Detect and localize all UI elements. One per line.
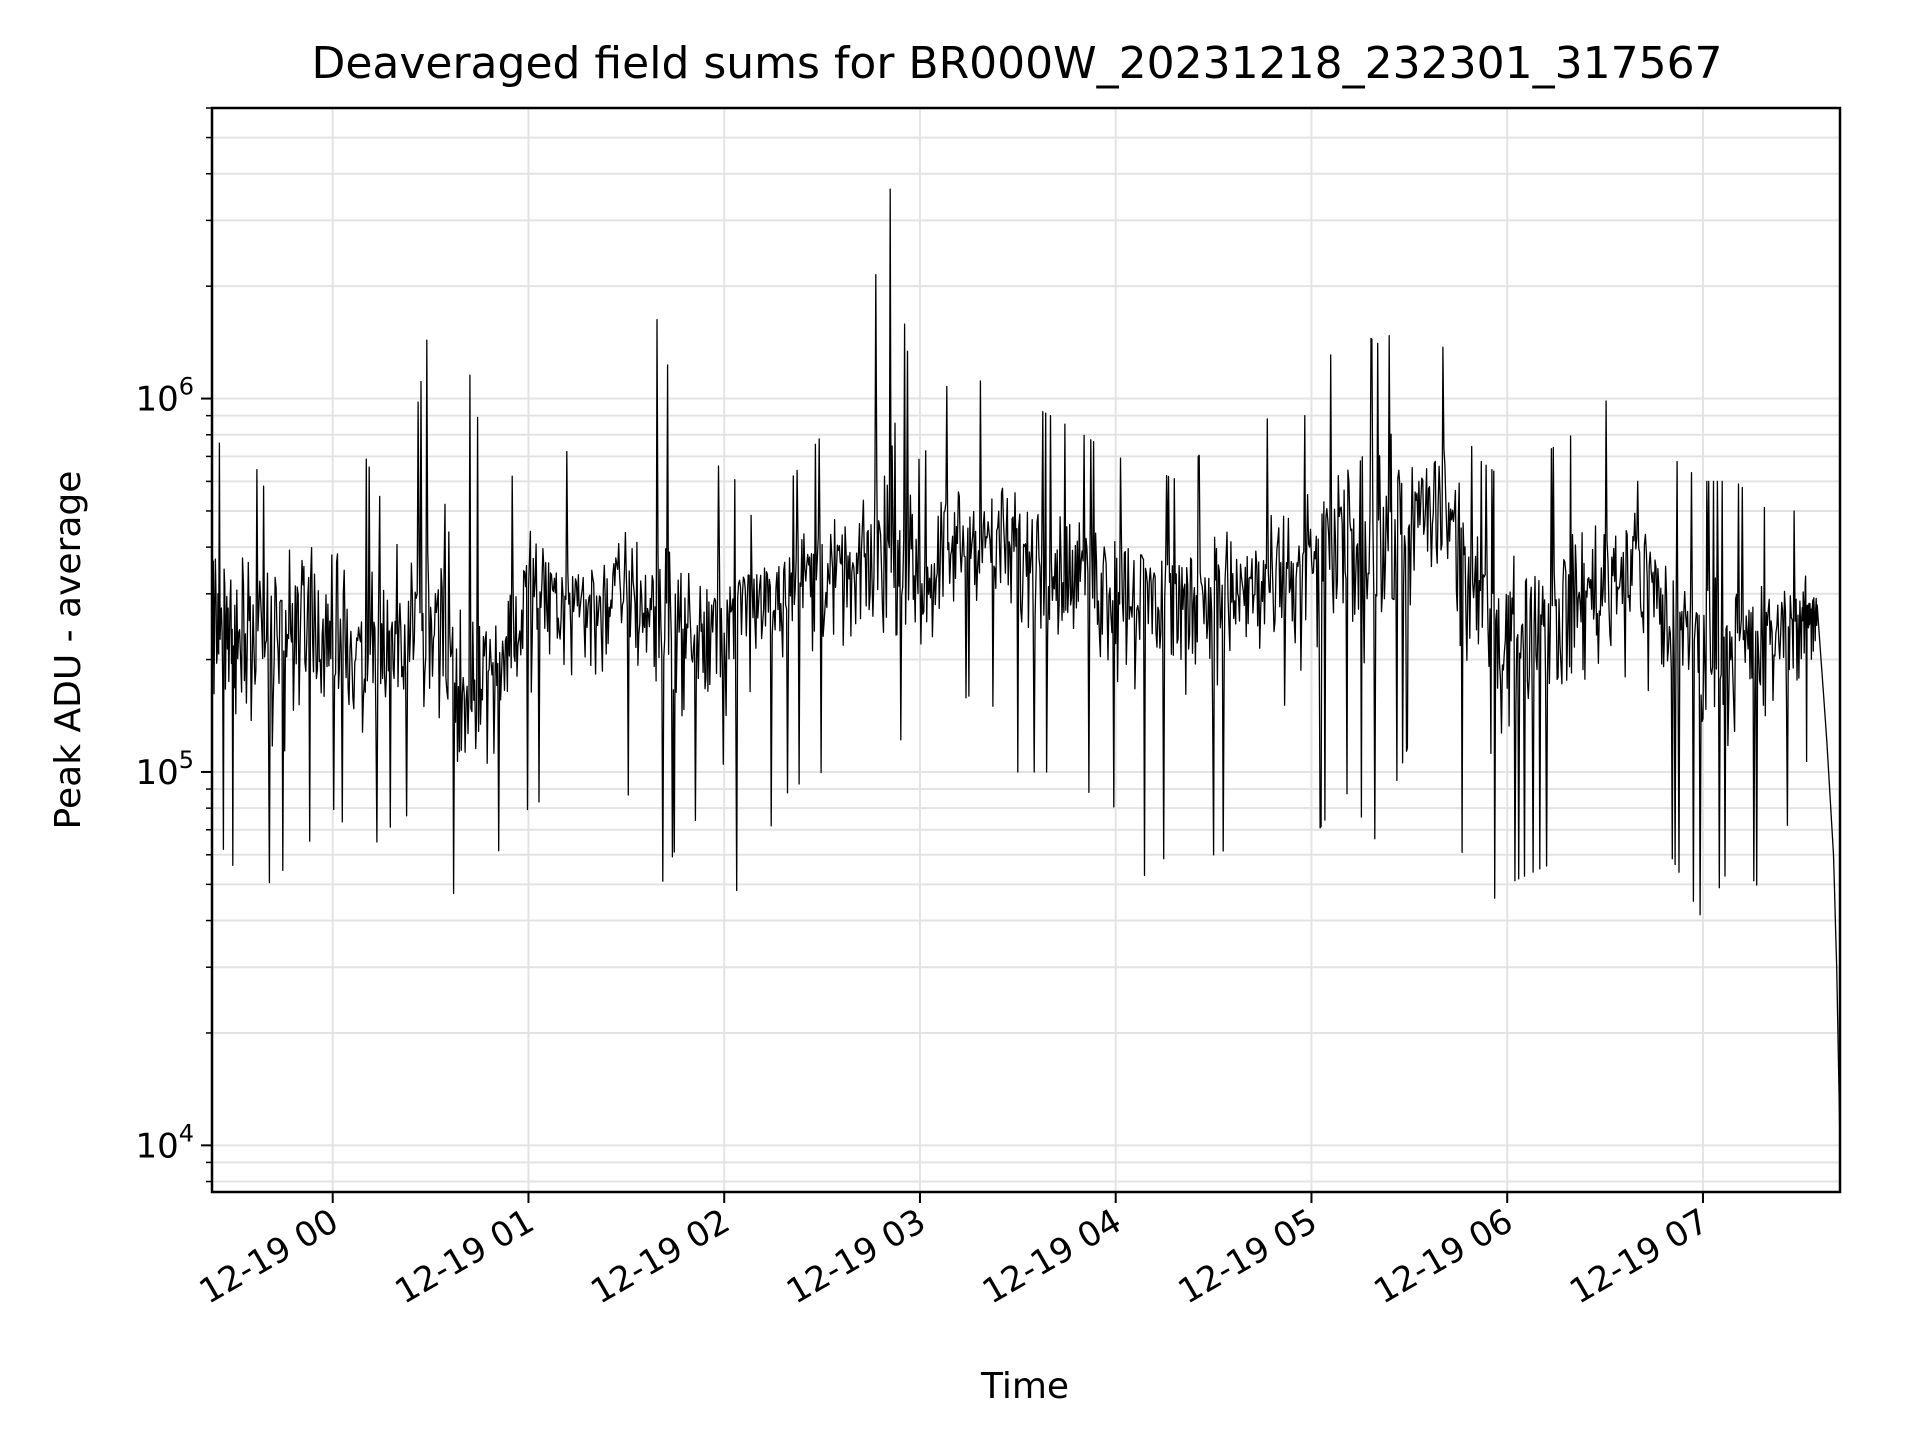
x-axis-label: Time (980, 1366, 1069, 1407)
y-tick-label: 105 (135, 746, 194, 793)
series-layer (211, 188, 1841, 1146)
y-tick-label: 104 (135, 1119, 194, 1166)
plot-frame (210, 106, 1842, 1194)
chart-title: Deaveraged field sums for BR000W_2023121… (311, 38, 1722, 89)
y-axis-label: Peak ADU - average (48, 471, 89, 830)
y-tick-label: 106 (135, 373, 194, 420)
series-line (211, 188, 1841, 1146)
